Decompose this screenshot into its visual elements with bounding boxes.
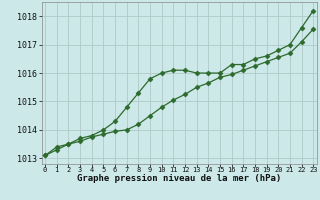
X-axis label: Graphe pression niveau de la mer (hPa): Graphe pression niveau de la mer (hPa): [77, 174, 281, 183]
